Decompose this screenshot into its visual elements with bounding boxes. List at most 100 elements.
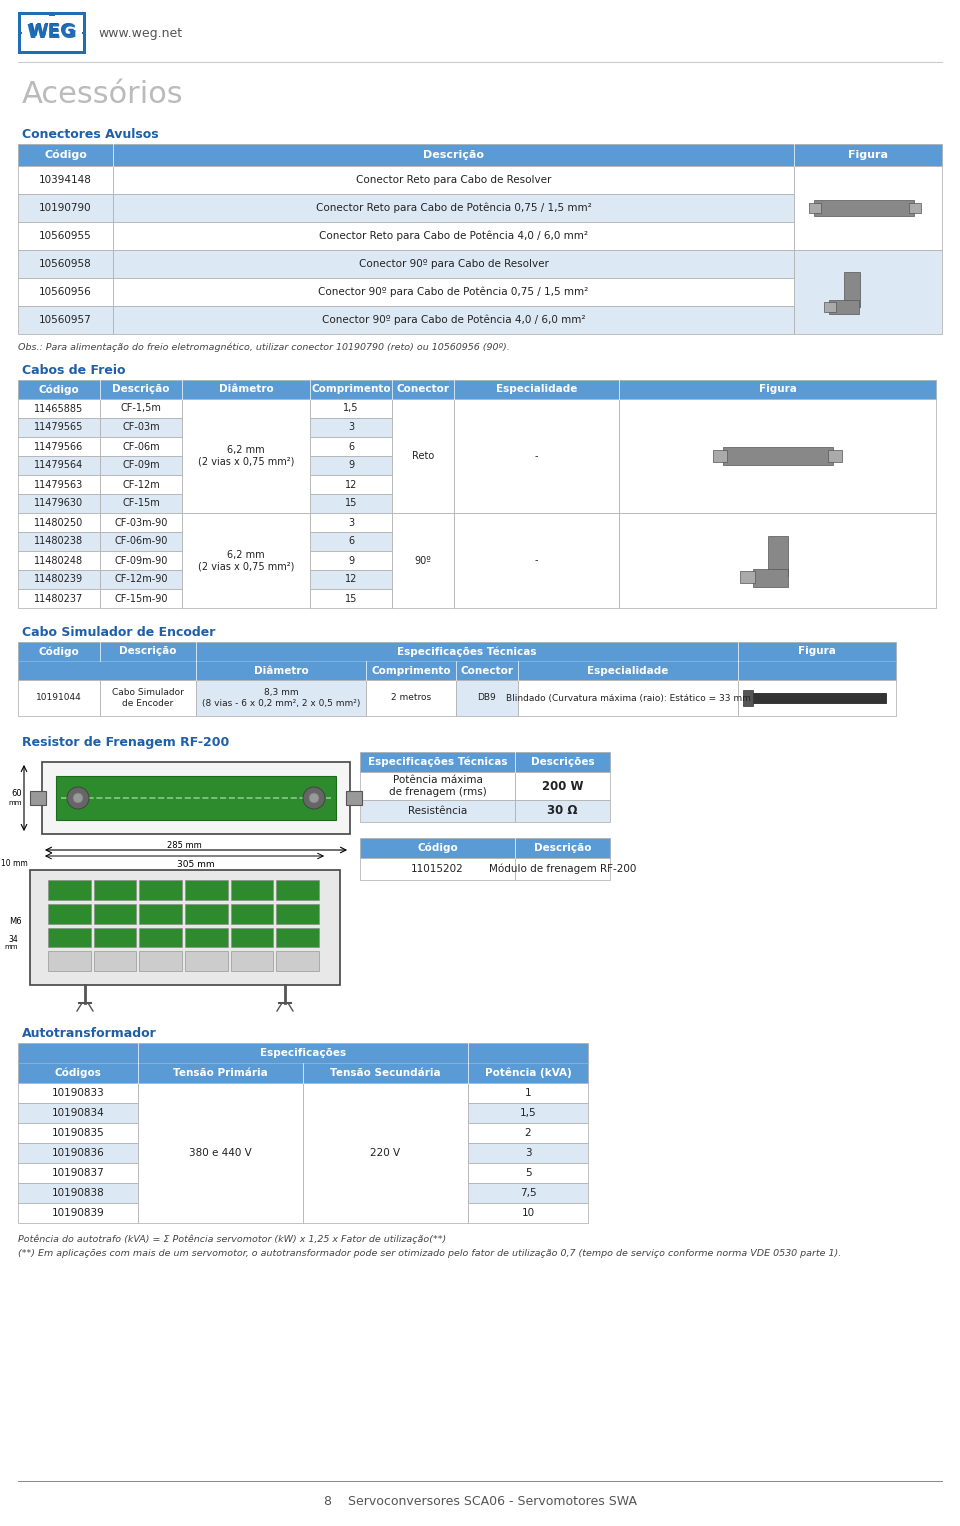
Bar bbox=[753, 569, 787, 586]
Bar bbox=[18, 533, 100, 551]
Bar bbox=[18, 307, 113, 334]
Bar bbox=[310, 494, 392, 513]
Bar bbox=[824, 302, 836, 311]
Text: 11480248: 11480248 bbox=[35, 555, 84, 566]
Circle shape bbox=[309, 794, 319, 803]
Bar bbox=[18, 1163, 138, 1183]
Bar bbox=[276, 881, 319, 900]
Bar bbox=[100, 513, 182, 533]
Text: Tensão Primária: Tensão Primária bbox=[173, 1068, 268, 1077]
Bar bbox=[360, 772, 515, 800]
Text: Especialidade: Especialidade bbox=[495, 385, 577, 395]
Bar bbox=[48, 881, 90, 900]
Text: 11015202: 11015202 bbox=[411, 864, 464, 874]
Text: M6: M6 bbox=[10, 917, 22, 926]
Bar bbox=[18, 551, 100, 571]
Text: 11480239: 11480239 bbox=[35, 574, 84, 584]
Text: Especialidade: Especialidade bbox=[588, 665, 669, 676]
Text: 2: 2 bbox=[525, 1128, 531, 1138]
Text: 10190839: 10190839 bbox=[52, 1209, 105, 1218]
Bar bbox=[18, 12, 86, 53]
Circle shape bbox=[73, 794, 83, 803]
Bar bbox=[723, 447, 832, 465]
Bar bbox=[113, 278, 794, 307]
Text: 10191044: 10191044 bbox=[36, 693, 82, 702]
Text: Diâmetro: Diâmetro bbox=[253, 665, 308, 676]
Text: Potência (kVA): Potência (kVA) bbox=[485, 1068, 571, 1079]
Text: 10560955: 10560955 bbox=[39, 230, 92, 241]
Bar bbox=[230, 928, 274, 948]
Text: 220 V: 220 V bbox=[371, 1148, 400, 1158]
Bar bbox=[100, 533, 182, 551]
Text: DB9: DB9 bbox=[478, 693, 496, 702]
Bar bbox=[767, 536, 787, 575]
Bar bbox=[310, 589, 392, 607]
Bar bbox=[18, 456, 100, 475]
Bar bbox=[230, 903, 274, 923]
Bar bbox=[138, 1083, 303, 1222]
Text: 10190835: 10190835 bbox=[52, 1128, 105, 1138]
Bar bbox=[94, 928, 136, 948]
Text: Conector: Conector bbox=[461, 665, 514, 676]
Bar bbox=[18, 661, 896, 681]
Text: mm: mm bbox=[9, 800, 22, 806]
Text: 10560956: 10560956 bbox=[39, 287, 92, 298]
Text: 10190838: 10190838 bbox=[52, 1189, 105, 1198]
Text: 7,5: 7,5 bbox=[519, 1189, 537, 1198]
Bar bbox=[18, 642, 896, 661]
Bar bbox=[18, 1183, 138, 1202]
Bar bbox=[310, 456, 392, 475]
Bar bbox=[276, 903, 319, 923]
Text: Descrição: Descrição bbox=[423, 150, 484, 160]
Text: 380 e 440 V: 380 e 440 V bbox=[189, 1148, 252, 1158]
Bar bbox=[182, 513, 310, 607]
Bar bbox=[814, 200, 914, 217]
Text: 1,5: 1,5 bbox=[344, 403, 359, 414]
Bar bbox=[18, 380, 936, 398]
Text: (**) Em aplicações com mais de um servomotor, o autotransformador pode ser otimi: (**) Em aplicações com mais de um servom… bbox=[18, 1248, 841, 1257]
Bar bbox=[468, 1083, 588, 1103]
Bar bbox=[392, 398, 454, 513]
Bar bbox=[18, 143, 942, 166]
Bar bbox=[18, 589, 100, 607]
Text: 30 Ω: 30 Ω bbox=[547, 804, 578, 818]
Bar bbox=[360, 800, 515, 823]
Text: 3: 3 bbox=[348, 423, 354, 432]
Bar bbox=[100, 494, 182, 513]
Text: Conector Reto para Cabo de Potência 4,0 / 6,0 mm²: Conector Reto para Cabo de Potência 4,0 … bbox=[319, 230, 588, 241]
Text: 10190837: 10190837 bbox=[52, 1167, 105, 1178]
Text: 15: 15 bbox=[345, 499, 357, 508]
Text: Tensão Secundária: Tensão Secundária bbox=[330, 1068, 441, 1077]
Text: CF-12m: CF-12m bbox=[122, 479, 160, 490]
Bar bbox=[310, 551, 392, 571]
Bar bbox=[360, 838, 610, 858]
Bar bbox=[18, 681, 100, 716]
Bar bbox=[100, 681, 196, 716]
Text: Código: Código bbox=[38, 385, 80, 395]
Bar bbox=[310, 418, 392, 436]
Text: Figura: Figura bbox=[758, 385, 797, 395]
Bar bbox=[185, 903, 228, 923]
Bar bbox=[56, 777, 336, 819]
Bar bbox=[468, 1103, 588, 1123]
Text: 11479565: 11479565 bbox=[35, 423, 84, 432]
Bar bbox=[748, 693, 886, 703]
Text: 11465885: 11465885 bbox=[35, 403, 84, 414]
Text: Descrição: Descrição bbox=[119, 647, 177, 656]
Text: Cabo Simulador de Encoder: Cabo Simulador de Encoder bbox=[22, 626, 215, 639]
Bar bbox=[392, 513, 454, 607]
Text: Descrição: Descrição bbox=[534, 842, 591, 853]
Bar bbox=[468, 1202, 588, 1222]
Text: Conector 90º para Cabo de Potência 4,0 / 6,0 mm²: Conector 90º para Cabo de Potência 4,0 /… bbox=[322, 314, 586, 325]
Text: Comprimento: Comprimento bbox=[311, 385, 391, 395]
Text: Conector 90º para Cabo de Resolver: Conector 90º para Cabo de Resolver bbox=[359, 259, 548, 269]
Bar bbox=[310, 398, 392, 418]
Bar bbox=[113, 307, 794, 334]
Bar bbox=[139, 928, 182, 948]
Text: 2 metros: 2 metros bbox=[391, 693, 431, 702]
Bar bbox=[18, 1123, 138, 1143]
Bar bbox=[30, 790, 46, 806]
Text: CF-09m: CF-09m bbox=[122, 461, 159, 470]
Bar bbox=[18, 398, 100, 418]
Bar bbox=[18, 571, 100, 589]
